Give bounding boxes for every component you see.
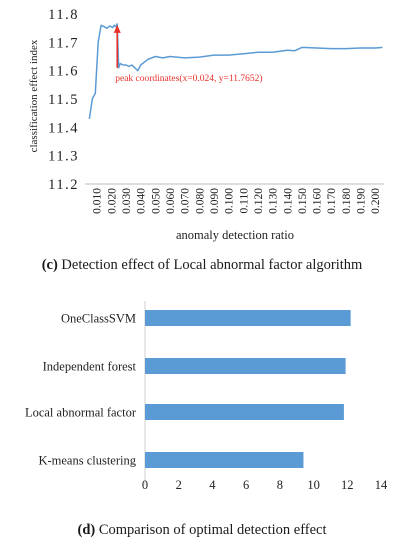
x-tick-label: 4 xyxy=(209,478,216,492)
x-tick-label: 6 xyxy=(243,478,249,492)
x-tick-label: 0.030 xyxy=(121,188,133,214)
x-tick-label: 0.190 xyxy=(356,188,368,214)
x-tick-label: 0.090 xyxy=(209,188,221,214)
category-label: K-means clustering xyxy=(38,454,136,468)
bar xyxy=(145,310,351,326)
y-tick-label: 11.3 xyxy=(48,149,79,165)
x-tick-label: 0.110 xyxy=(238,188,250,214)
y-tick-label: 11.4 xyxy=(48,120,79,136)
x-tick-label: 8 xyxy=(277,478,283,492)
x-tick-label: 10 xyxy=(307,478,320,492)
x-tick-labels: 0 2 4 6 8 10 12 14 xyxy=(142,478,388,492)
x-tick-label: 0.180 xyxy=(341,188,353,214)
bar-chart: OneClassSVM Independent forest Local abnor… xyxy=(25,301,388,492)
x-tick-label: 0.200 xyxy=(370,188,382,214)
x-tick-label: 0.140 xyxy=(282,188,294,214)
x-axis-label: anomaly detection ratio xyxy=(176,228,294,242)
x-tick-label: 0.160 xyxy=(312,188,324,214)
peak-annotation: peak coordinates(x=0.024, y=11.7652) xyxy=(115,73,262,84)
caption-c-text: Detection effect of Local abnormal facto… xyxy=(57,257,363,273)
x-tick-label: 14 xyxy=(375,478,388,492)
series-line xyxy=(88,23,383,119)
category-label: Independent forest xyxy=(43,360,137,374)
bar xyxy=(145,452,304,468)
caption-d: (d) Comparison of optimal detection effe… xyxy=(0,522,404,539)
x-tick-label: 0.040 xyxy=(136,188,148,214)
y-tick-label: 11.2 xyxy=(48,177,79,193)
y-tick-label: 11.5 xyxy=(48,92,79,108)
x-tick-label: 0.070 xyxy=(180,188,192,214)
bar xyxy=(145,404,344,420)
y-tick-label: 11.8 xyxy=(48,7,79,23)
x-tick-label: 0.010 xyxy=(92,188,104,214)
caption-c: (c) Detection effect of Local abnormal f… xyxy=(0,257,404,274)
category-label: OneClassSVM xyxy=(61,312,136,326)
category-labels: OneClassSVM Independent forest Local abnor… xyxy=(25,312,137,468)
x-tick-label: 0 xyxy=(142,478,148,492)
category-label: Local abnormal factor xyxy=(25,406,137,420)
bars xyxy=(145,310,351,468)
x-tick-label: 2 xyxy=(176,478,182,492)
y-tick-label: 11.7 xyxy=(48,35,79,51)
caption-d-letter: (d) xyxy=(77,522,96,538)
x-tick-label: 0.150 xyxy=(297,188,309,214)
y-tick-labels: 11.8 11.7 11.6 11.5 11.4 11.3 11.2 xyxy=(48,7,79,193)
x-tick-label: 0.120 xyxy=(253,188,265,214)
x-tick-labels: 0.010 0.020 0.030 0.040 0.050 0.060 0.070 0.080… xyxy=(92,188,382,214)
peak-arrow-head xyxy=(113,24,121,33)
x-tick-label: 12 xyxy=(341,478,354,492)
x-tick-label: 0.170 xyxy=(326,188,338,214)
caption-c-letter: (c) xyxy=(41,257,58,273)
y-tick-label: 11.6 xyxy=(48,64,79,80)
caption-d-text: Comparison of optimal detection effect xyxy=(95,522,327,538)
line-chart: 11.811.711.611.511.411.311.2 0.010 0.020 0… xyxy=(28,7,384,242)
x-tick-label: 0.080 xyxy=(194,188,206,214)
x-tick-label: 0.100 xyxy=(224,188,236,214)
x-tick-label: 0.060 xyxy=(165,188,177,214)
x-tick-label: 0.130 xyxy=(268,188,280,214)
bar xyxy=(145,358,346,374)
x-tick-label: 0.050 xyxy=(150,188,162,214)
y-axis-label: classification effect index xyxy=(28,39,40,152)
x-tick-label: 0.020 xyxy=(106,188,118,214)
